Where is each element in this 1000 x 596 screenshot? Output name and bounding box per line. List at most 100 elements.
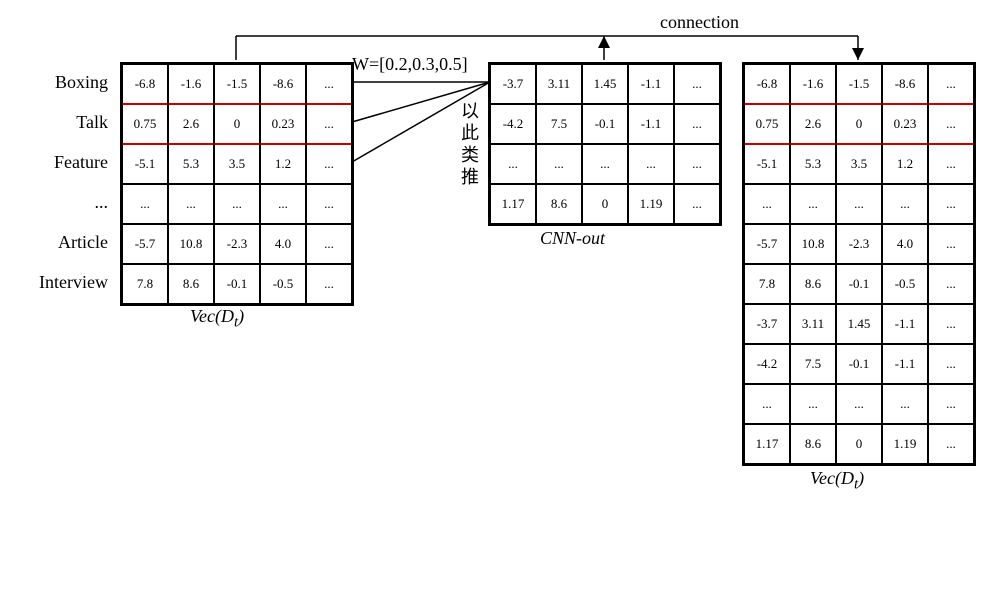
matrix-cell: -1.1	[628, 104, 674, 144]
matrix-cell: 7.5	[790, 344, 836, 384]
matrix-cell: -4.2	[490, 104, 536, 144]
matrix-cell: -1.1	[628, 64, 674, 104]
matrix-cell: 1.17	[744, 424, 790, 464]
matrix-cell: 4.0	[882, 224, 928, 264]
matrix-cell: ...	[306, 64, 352, 104]
matrix-cell: -1.5	[836, 64, 882, 104]
matrix-cell: ...	[674, 144, 720, 184]
matrix-cell: ...	[744, 184, 790, 224]
matrix-cell: ...	[882, 184, 928, 224]
matrix-cell: 10.8	[790, 224, 836, 264]
matrix-cell: 1.17	[490, 184, 536, 224]
matrix-cell: ...	[536, 144, 582, 184]
matrix-cell: -3.7	[490, 64, 536, 104]
matrix-cell: -5.7	[122, 224, 168, 264]
matrix-cell: 0.23	[882, 104, 928, 144]
matrix-cell: ...	[928, 264, 974, 304]
matrix-cell: ...	[928, 184, 974, 224]
matrix-cell: -4.2	[744, 344, 790, 384]
matrix-cell: 0.75	[122, 104, 168, 144]
matrix-cell: 8.6	[536, 184, 582, 224]
matrix-cell: ...	[260, 184, 306, 224]
matrix-cell: -0.1	[582, 104, 628, 144]
matrix-cell: 3.11	[790, 304, 836, 344]
matrix-cell: 8.6	[168, 264, 214, 304]
matrix-cell: -8.6	[260, 64, 306, 104]
matrix-cnn-out: -3.73.111.45-1.1...-4.27.5-0.1-1.1......…	[488, 62, 722, 226]
cnn-out-caption: CNN-out	[540, 228, 605, 249]
matrix-cell: ...	[744, 384, 790, 424]
row-label: Feature	[18, 142, 108, 182]
matrix-cell: -0.5	[260, 264, 306, 304]
matrix-cell: ...	[674, 184, 720, 224]
matrix-cell: -2.3	[836, 224, 882, 264]
matrix-cell: -5.7	[744, 224, 790, 264]
matrix-cell: -1.1	[882, 344, 928, 384]
matrix-cell: -0.5	[882, 264, 928, 304]
matrix-cell: -0.1	[214, 264, 260, 304]
matrix-cell: ...	[836, 384, 882, 424]
row-label: Boxing	[18, 62, 108, 102]
matrix-cell: 2.6	[790, 104, 836, 144]
matrix-cell: -0.1	[836, 344, 882, 384]
matrix-cell: 0.75	[744, 104, 790, 144]
vec-d-prime-caption: Vec(Dt)	[810, 468, 864, 494]
matrix-cell: ...	[836, 184, 882, 224]
matrix-cell: -6.8	[744, 64, 790, 104]
matrix-cell: 8.6	[790, 264, 836, 304]
matrix-cell: 5.3	[790, 144, 836, 184]
matrix-cell: 3.5	[836, 144, 882, 184]
matrix-cell: ...	[168, 184, 214, 224]
matrix-cell: ...	[928, 384, 974, 424]
matrix-cell: 8.6	[790, 424, 836, 464]
matrix-cell: ...	[490, 144, 536, 184]
matrix-cell: -1.5	[214, 64, 260, 104]
matrix-cell: ...	[790, 184, 836, 224]
matrix-cell: ...	[928, 224, 974, 264]
matrix-cell: -1.6	[168, 64, 214, 104]
matrix-cell: ...	[882, 384, 928, 424]
matrix-cell: 0.23	[260, 104, 306, 144]
matrix-cell: 1.2	[882, 144, 928, 184]
matrix-cell: 3.5	[214, 144, 260, 184]
matrix-cell: 0	[582, 184, 628, 224]
row-label: Article	[18, 222, 108, 262]
and-so-on-label: 以此类推	[460, 100, 480, 188]
matrix-cell: 1.19	[882, 424, 928, 464]
matrix-cell: 0	[836, 424, 882, 464]
matrix-cell: ...	[674, 64, 720, 104]
matrix-cell: ...	[306, 264, 352, 304]
matrix-cell: ...	[928, 344, 974, 384]
matrix-cell: -1.1	[882, 304, 928, 344]
row-label: Talk	[18, 102, 108, 142]
matrix-cell: -6.8	[122, 64, 168, 104]
matrix-cell: ...	[306, 184, 352, 224]
left-row-labels: BoxingTalkFeature...ArticleInterview	[18, 62, 108, 302]
matrix-cell: -3.7	[744, 304, 790, 344]
matrix-cell: 0	[214, 104, 260, 144]
matrix-cell: -5.1	[744, 144, 790, 184]
matrix-cell: -2.3	[214, 224, 260, 264]
matrix-cell: 7.8	[122, 264, 168, 304]
connection-label: connection	[660, 12, 739, 33]
matrix-cell: ...	[582, 144, 628, 184]
matrix-cell: -5.1	[122, 144, 168, 184]
matrix-vec-d: -6.8-1.6-1.5-8.6...0.752.600.23...-5.15.…	[120, 62, 354, 306]
matrix-cell: 1.45	[582, 64, 628, 104]
matrix-cell: ...	[674, 104, 720, 144]
matrix-cell: 1.19	[628, 184, 674, 224]
matrix-cell: ...	[790, 384, 836, 424]
matrix-cell: 0	[836, 104, 882, 144]
matrix-vec-d-prime: -6.8-1.6-1.5-8.6...0.752.600.23...-5.15.…	[742, 62, 976, 466]
matrix-cell: -0.1	[836, 264, 882, 304]
matrix-cell: 4.0	[260, 224, 306, 264]
matrix-cell: ...	[306, 104, 352, 144]
matrix-cell: -8.6	[882, 64, 928, 104]
row-label: Interview	[18, 262, 108, 302]
matrix-cell: ...	[928, 144, 974, 184]
weights-label: W=[0.2,0.3,0.5]	[352, 54, 468, 75]
matrix-cell: 5.3	[168, 144, 214, 184]
matrix-cell: 3.11	[536, 64, 582, 104]
row-label: ...	[18, 182, 108, 222]
matrix-cell: ...	[928, 104, 974, 144]
